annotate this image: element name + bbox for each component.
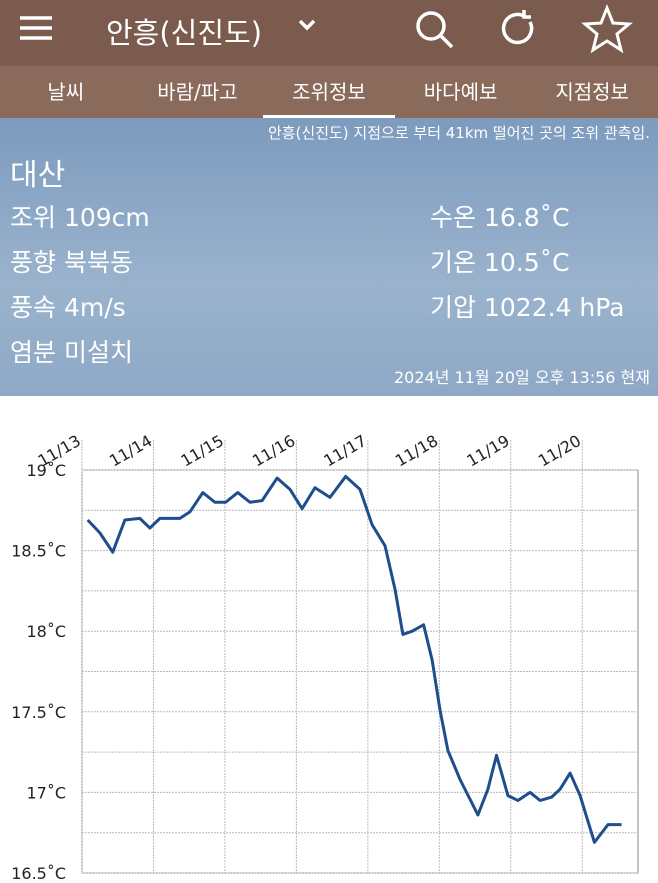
notice: 안흥(신진도) 지점으로 부터 41km 떨어진 곳의 조위 관측임. bbox=[267, 124, 650, 142]
x-tick-label: 11/14 bbox=[106, 431, 155, 471]
menu-icon[interactable] bbox=[20, 16, 52, 40]
y-tick-label: 18˚C bbox=[26, 622, 66, 641]
y-tick-label: 17.5˚C bbox=[11, 703, 66, 722]
water-temp: 수온 16.8˚C bbox=[430, 203, 570, 232]
search-icon[interactable] bbox=[416, 11, 454, 49]
timestamp: 2024년 11월 20일 오후 13:56 현재 bbox=[393, 368, 650, 387]
salinity: 염분 미설치 bbox=[10, 338, 133, 367]
tab[interactable]: 조위정보 bbox=[263, 66, 395, 118]
info-panel: 안흥(신진도) 지점으로 부터 41km 떨어진 곳의 조위 관측임. 대산 조… bbox=[0, 118, 658, 396]
dropdown-icon[interactable] bbox=[298, 19, 316, 31]
tab[interactable]: 바다예보 bbox=[423, 80, 498, 104]
tab-bar: 날씨 바람/파고 조위정보 바다예보 지점정보 bbox=[0, 66, 658, 118]
header-icons bbox=[20, 3, 633, 54]
chart: 16.5˚C17˚C17.5˚C18˚C18.5˚C19˚C11/13 11/14… bbox=[11, 431, 639, 883]
tab[interactable]: 지점정보 bbox=[555, 80, 629, 104]
tab[interactable]: 바람/파고 bbox=[157, 80, 238, 104]
wind-dir: 풍향 북북동 bbox=[10, 248, 133, 277]
air-temp: 기온 10.5˚C bbox=[430, 248, 570, 277]
pressure: 기압 1022.4 hPa bbox=[430, 293, 625, 322]
title: 안흥(신진도) bbox=[106, 16, 263, 50]
y-tick-label: 17˚C bbox=[26, 783, 66, 802]
x-tick-label: 11/19 bbox=[463, 431, 512, 471]
x-tick-label: 11/16 bbox=[249, 431, 298, 471]
x-tick-label: 11/15 bbox=[177, 431, 226, 471]
wind-speed: 풍속 4m/s bbox=[10, 293, 126, 322]
y-tick-label: 19˚C bbox=[26, 461, 66, 480]
x-tick-label: 11/18 bbox=[392, 431, 441, 471]
x-tick-label: 11/17 bbox=[320, 431, 369, 471]
header: 안흥(신진도) bbox=[0, 0, 658, 66]
star-icon[interactable] bbox=[581, 3, 633, 54]
station: 대산 bbox=[10, 158, 66, 193]
tab[interactable]: 날씨 bbox=[47, 80, 85, 104]
x-tick-label: 11/20 bbox=[535, 431, 584, 471]
y-tick-label: 16.5˚C bbox=[11, 864, 66, 883]
tide: 조위 109cm bbox=[10, 203, 150, 232]
y-tick-label: 18.5˚C bbox=[11, 542, 66, 561]
data-line bbox=[86, 474, 622, 844]
refresh-icon[interactable] bbox=[501, 10, 534, 45]
